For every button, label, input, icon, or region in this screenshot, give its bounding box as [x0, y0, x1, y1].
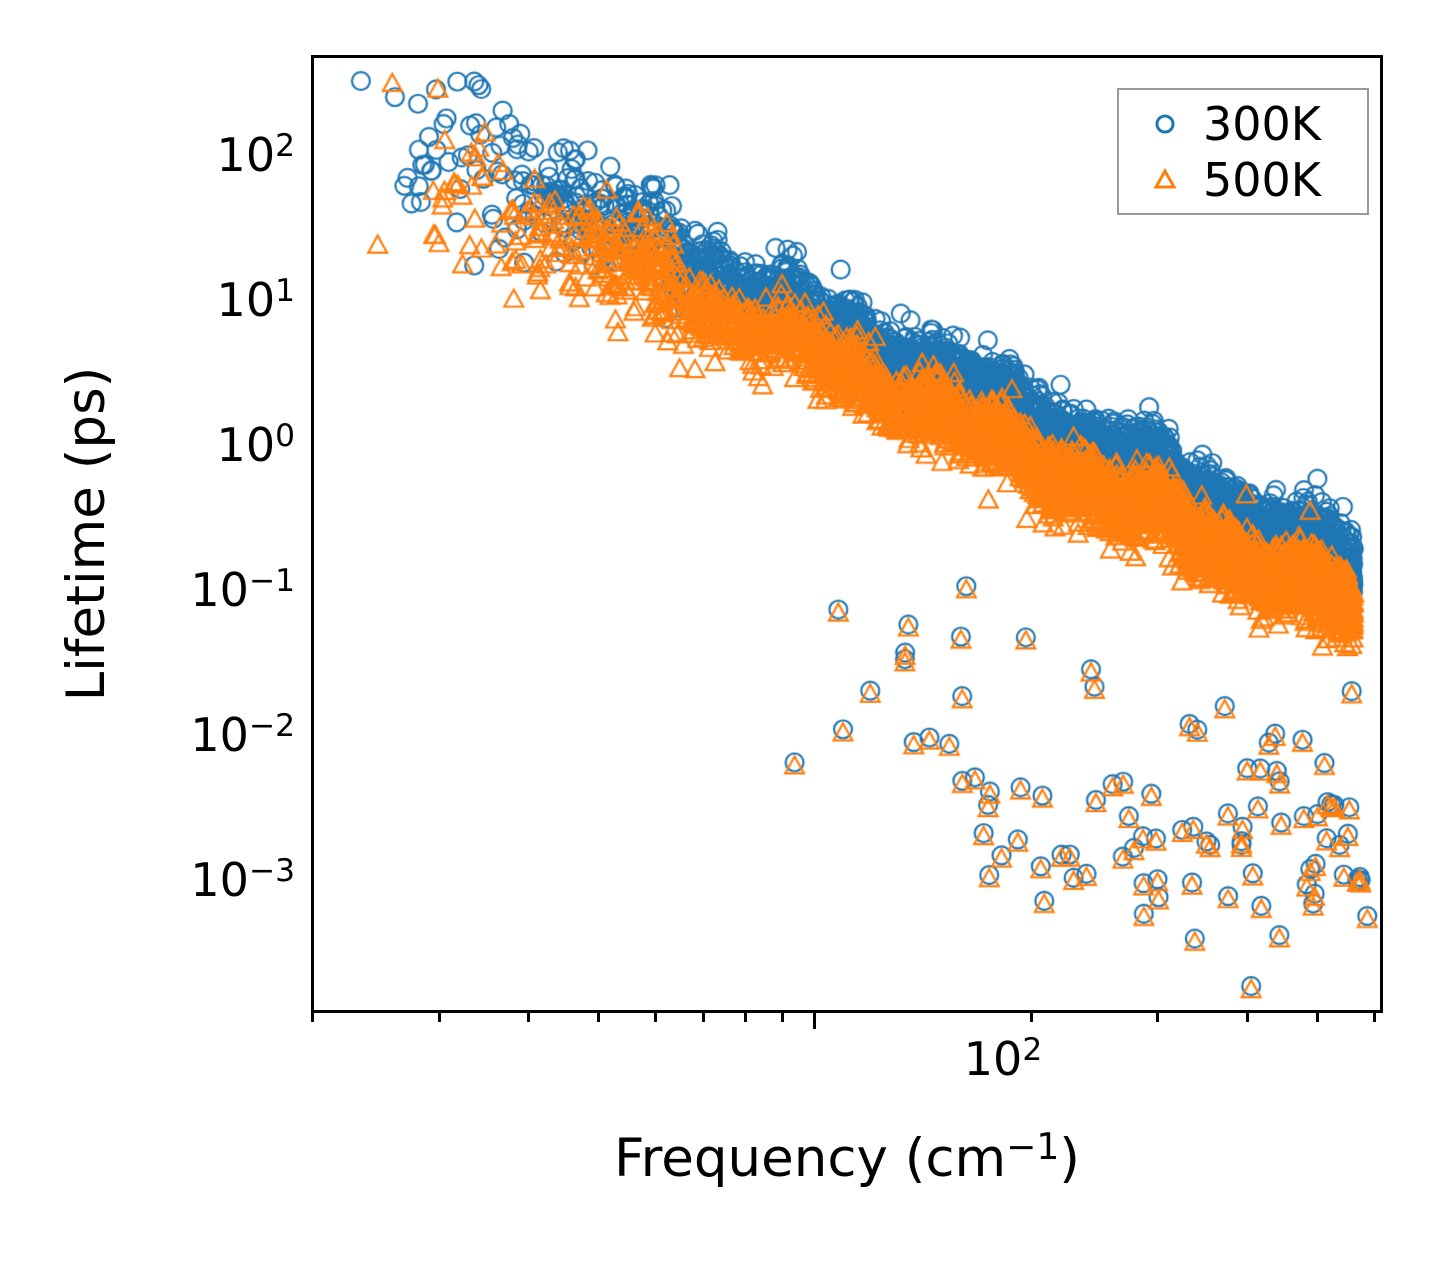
- legend-label-300k: 300K: [1203, 97, 1321, 151]
- y-tick-label-group: 102 101 100 10−1 10−2 10−3: [0, 0, 295, 1265]
- x-tick-mark: [527, 1013, 530, 1022]
- x-axis-title: Frequency (cm−1): [614, 1126, 1080, 1189]
- legend-box[interactable]: 300K 500K: [1117, 88, 1369, 215]
- y-tick-label: 102: [216, 128, 295, 182]
- scatter-data-canvas: [314, 58, 1380, 1010]
- triangle-open-icon: [1145, 160, 1185, 200]
- y-tick-label: 100: [216, 418, 295, 472]
- x-tick-mark: [702, 1013, 705, 1022]
- x-tick-mark: [1316, 1013, 1319, 1022]
- x-tick-mark: [438, 1013, 441, 1022]
- x-tick-mark: [1156, 1013, 1159, 1022]
- x-tick-mark: [311, 1013, 314, 1022]
- x-tick-label: 102: [963, 1032, 1043, 1086]
- x-tick-mark: [813, 1013, 816, 1029]
- legend-entry-300k[interactable]: 300K: [1119, 96, 1367, 152]
- x-tick-mark: [1373, 1013, 1376, 1022]
- y-tick-label: 10−3: [190, 853, 295, 907]
- x-tick-mark: [781, 1013, 784, 1022]
- legend-entry-500k[interactable]: 500K: [1119, 152, 1367, 208]
- y-tick-label: 10−2: [190, 708, 295, 762]
- y-tick-label: 10−1: [190, 563, 295, 617]
- x-tick-mark: [744, 1013, 747, 1022]
- x-tick-mark: [654, 1013, 657, 1022]
- y-tick-label: 101: [216, 273, 295, 327]
- x-tick-mark: [1030, 1013, 1033, 1022]
- x-tick-mark: [1246, 1013, 1249, 1022]
- x-tick-mark: [597, 1013, 600, 1022]
- circle-open-icon: [1145, 104, 1185, 144]
- legend-label-500k: 500K: [1203, 153, 1321, 207]
- plot-area: [311, 55, 1383, 1013]
